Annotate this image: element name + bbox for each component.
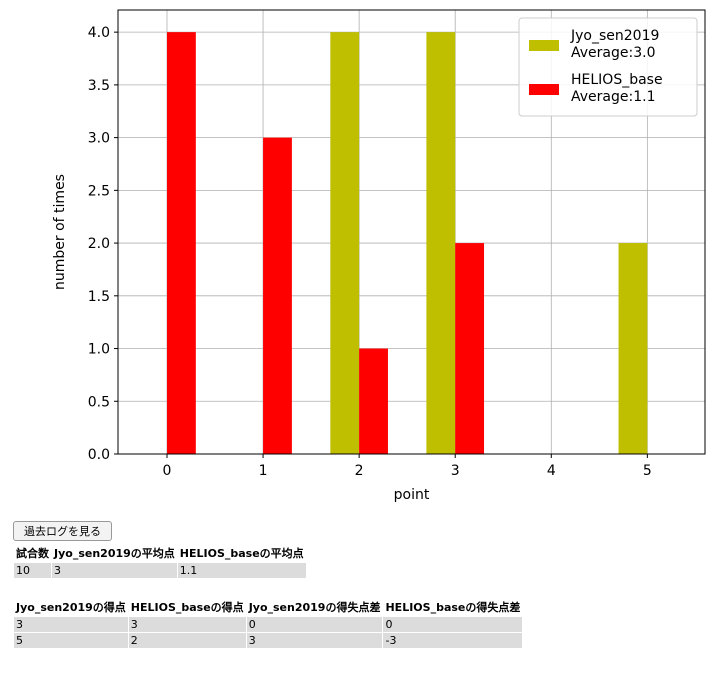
cell: 2: [128, 633, 246, 648]
y-tick-label: 0.0: [88, 447, 110, 463]
legend-label: HELIOS_base: [571, 72, 663, 88]
y-axis-label: number of times: [52, 174, 68, 290]
y-tick-label: 3.0: [88, 131, 110, 147]
y-tick-label: 0.5: [88, 394, 110, 410]
bar: [263, 137, 292, 454]
past-log-button[interactable]: 過去ログを見る: [13, 521, 112, 541]
header-cell: HELIOS_baseの平均点: [177, 544, 306, 562]
y-tick-label: 1.0: [88, 342, 110, 358]
x-tick-label: 1: [259, 463, 268, 479]
y-tick-label: 2.5: [88, 183, 110, 199]
y-tick-label: 2.0: [88, 236, 110, 252]
header-row: Jyo_sen2019の得点 HELIOS_baseの得点 Jyo_sen2019の…: [14, 598, 523, 616]
header-cell: Jyo_sen2019の平均点: [52, 544, 177, 562]
bar: [455, 243, 485, 454]
x-tick-label: 5: [643, 463, 652, 479]
y-tick-label: 3.5: [88, 78, 110, 94]
y-tick-label: 1.5: [88, 289, 110, 305]
header-cell: HELIOS_baseの得点: [128, 598, 246, 616]
legend-swatch: [529, 84, 559, 95]
header-cell: Jyo_sen2019の得失点差: [246, 598, 383, 616]
row: 10 3 1.1: [14, 563, 306, 578]
row: 5 2 3 -3: [14, 633, 523, 648]
legend-swatch: [529, 40, 559, 51]
score-table: Jyo_sen2019の得点 HELIOS_baseの得点 Jyo_sen2019の…: [13, 597, 523, 649]
x-tick-label: 0: [163, 463, 172, 479]
cell: 5: [14, 633, 128, 648]
legend-box: [518, 17, 698, 117]
x-axis-label: point: [394, 487, 430, 503]
cell: 0: [246, 617, 383, 632]
cell: 3: [246, 633, 383, 648]
cell: 3: [128, 617, 246, 632]
header-row: 試合数 Jyo_sen2019の平均点 HELIOS_baseの平均点: [14, 544, 306, 562]
legend-average: Average:3.0: [571, 45, 655, 61]
legend-label: Jyo_sen2019: [570, 28, 659, 44]
cell: -3: [383, 633, 523, 648]
bar: [359, 348, 388, 454]
chart: 0.0 0.5 1.0 1.5 2.0 2.5 3.0 3.5 4.0 0 1 2 3 4 5 point nu…: [52, 9, 706, 503]
cell: 3: [14, 617, 128, 632]
x-tick-label: 2: [355, 463, 364, 479]
header-cell: Jyo_sen2019の得点: [14, 598, 128, 616]
legend-average: Average:1.1: [571, 89, 655, 105]
y-tick-label: 4.0: [88, 25, 110, 41]
header-cell: HELIOS_baseの得失点差: [383, 598, 523, 616]
cell: 0: [383, 617, 523, 632]
bar: [618, 243, 648, 454]
summary-table: 試合数 Jyo_sen2019の平均点 HELIOS_baseの平均点 10 3 1.1: [13, 543, 307, 579]
plot-frame: [117, 9, 706, 455]
x-tick-label: 3: [451, 463, 460, 479]
cell: 1.1: [177, 563, 306, 578]
header-cell: 試合数: [14, 544, 51, 562]
cell: 3: [52, 563, 177, 578]
cell: 10: [14, 563, 51, 578]
bar: [166, 32, 196, 454]
bar: [426, 32, 456, 454]
x-tick-label: 4: [547, 463, 556, 479]
bar: [330, 32, 360, 454]
